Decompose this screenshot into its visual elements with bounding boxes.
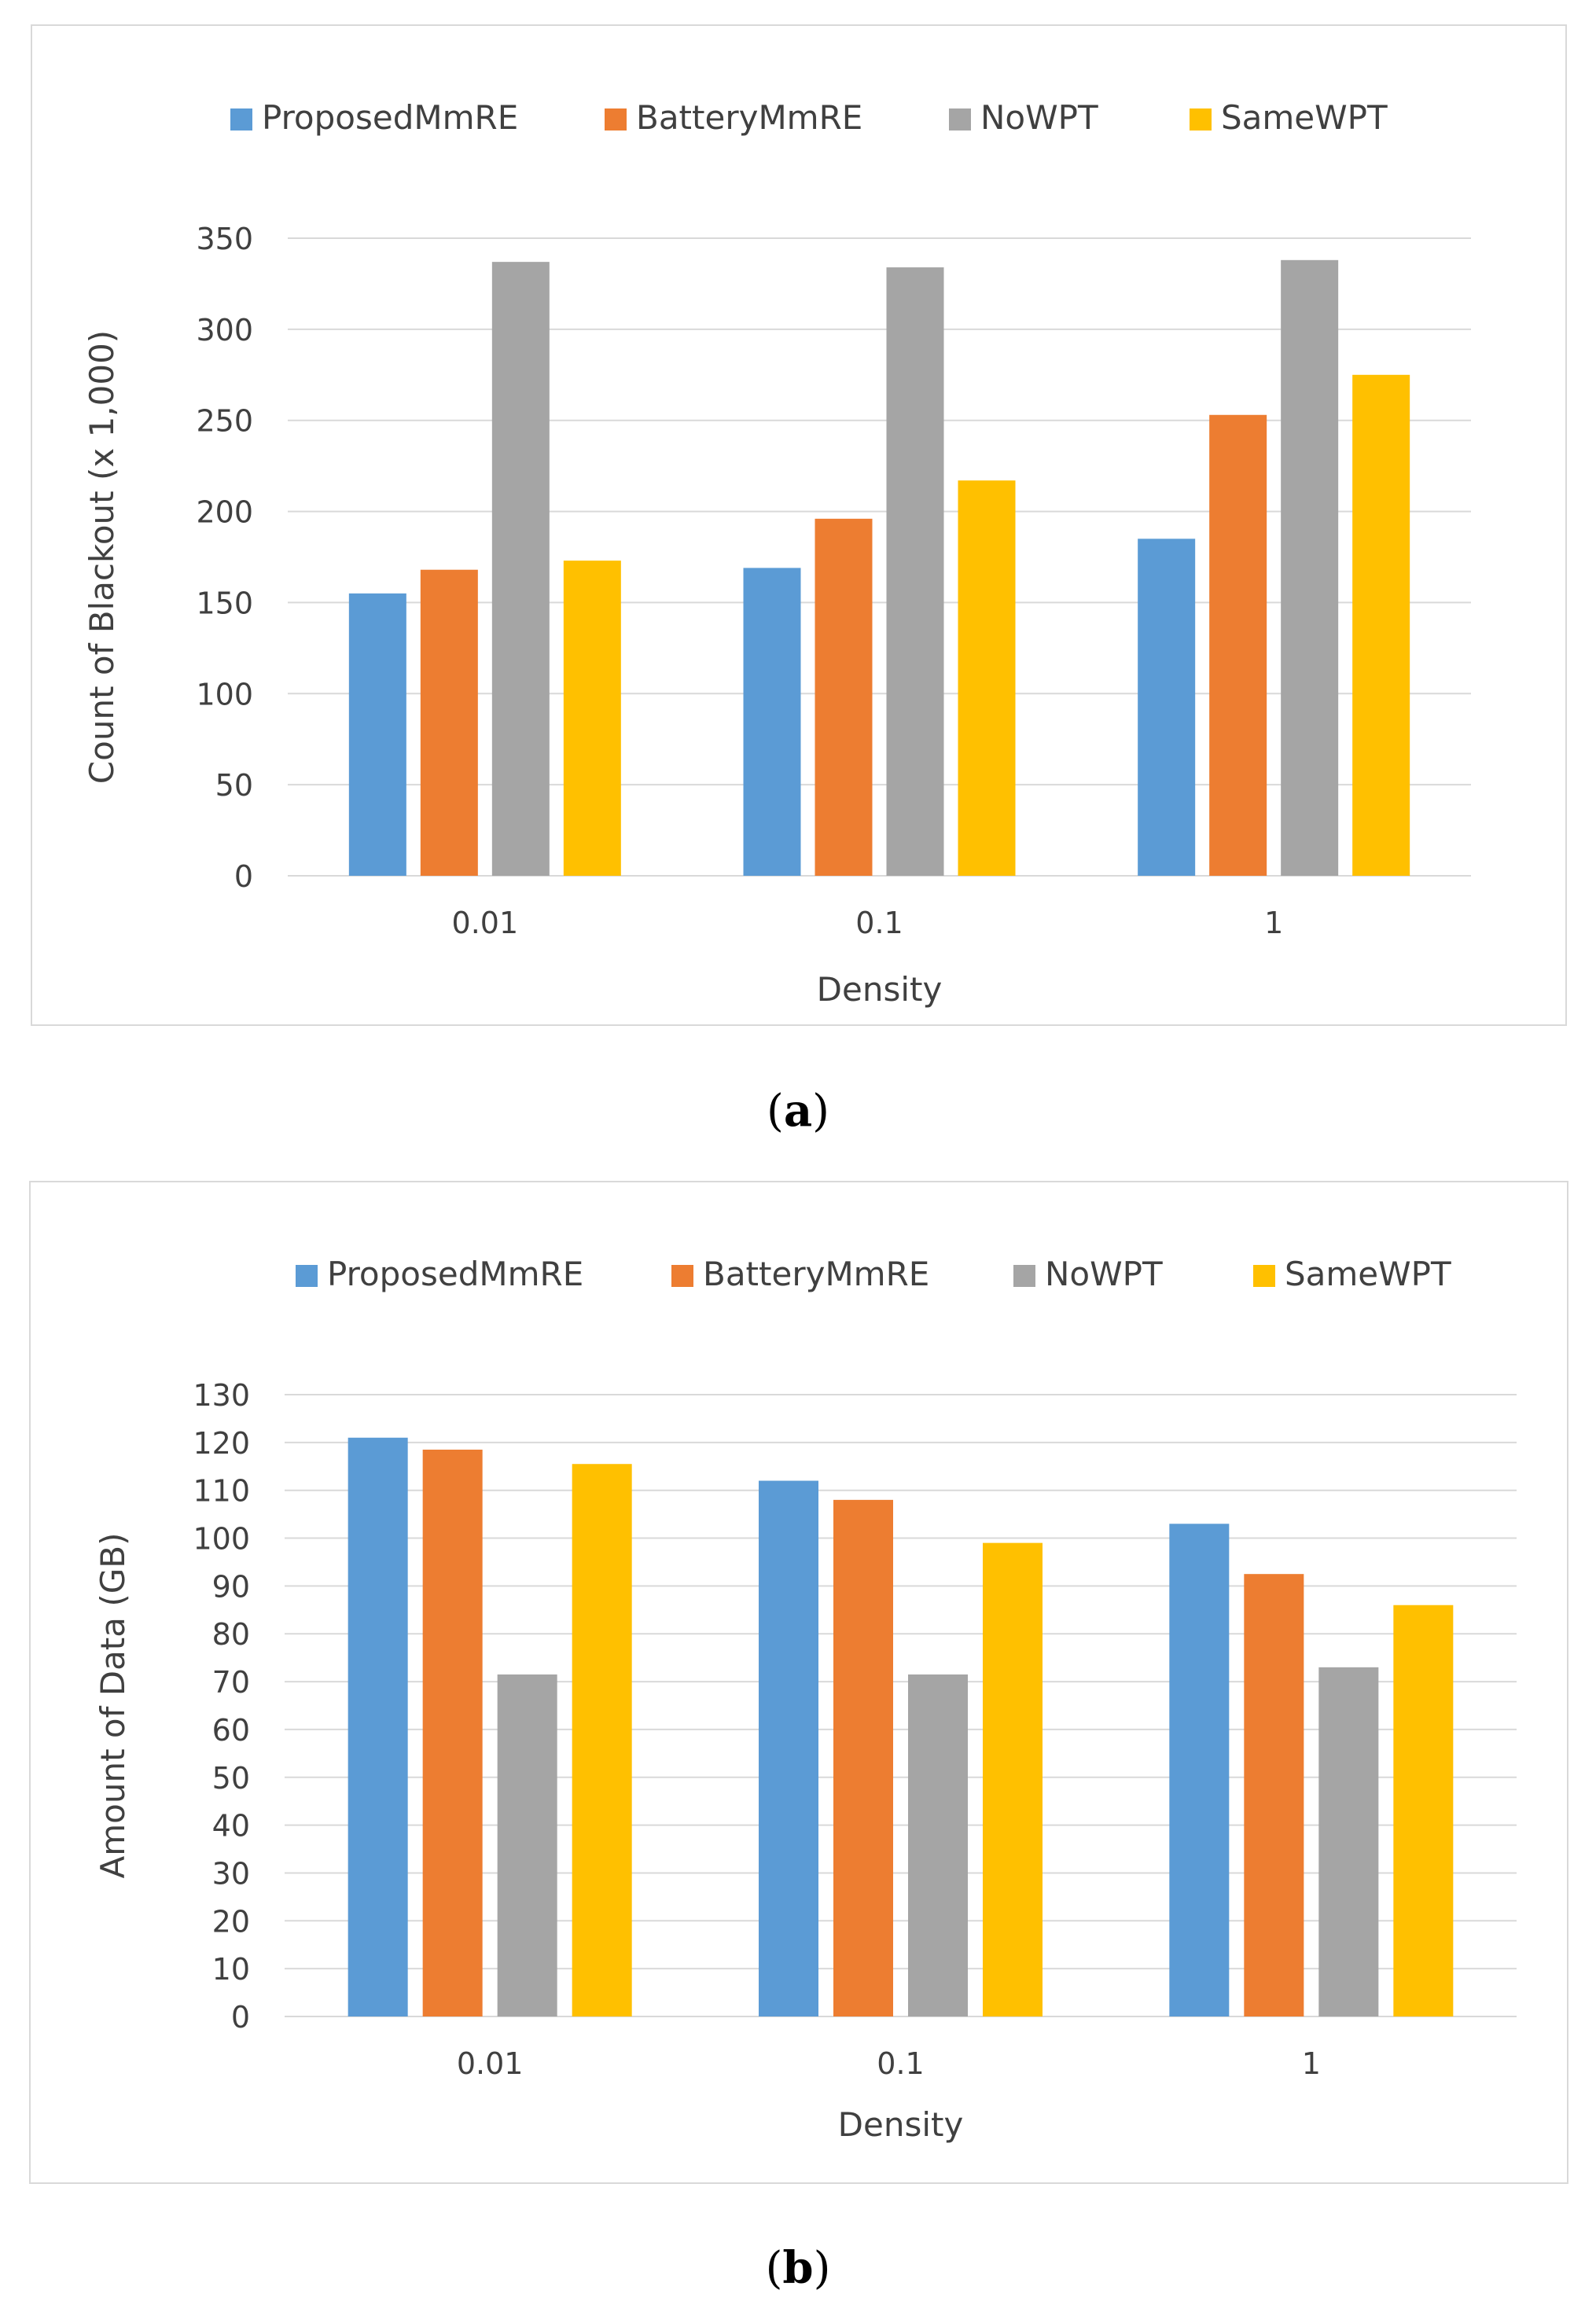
chart-b-ytick-label: 70 [212,1665,250,1700]
chart-b-x-axis-label: Density [838,2105,964,2144]
chart-a-ytick-label: 150 [196,586,253,620]
chart-a-legend-label-nowpt: NoWPT [980,98,1098,137]
chart-b-bar-samewpt-0_1 [983,1542,1043,2016]
chart-b-ytick-label: 0 [231,2000,250,2035]
chart-a-legend-swatch-batterymmre [605,108,627,131]
chart-a-legend-label-samewpt: SameWPT [1221,98,1388,137]
chart-b-xtick-label: 0.1 [877,2046,924,2081]
chart-a-frame: 0 50 100 150 200 250 300 350 0.01 0.1 1 Density Coun… [31,24,1567,1026]
chart-a-bar-proposedmmre-1 [1138,539,1196,876]
chart-b-legend-label-nowpt: NoWPT [1045,1255,1163,1293]
chart-a-y-axis-label: Count of Blackout (x 1,000) [83,330,121,784]
chart-b-ytick-label: 120 [193,1426,250,1461]
chart-b-legend-label-proposedmmre: ProposedMmRE [327,1255,583,1293]
chart-a-ytick-label: 200 [196,495,253,530]
chart-a-ytick-label: 300 [196,313,253,347]
chart-a-x-axis-label: Density [817,970,943,1009]
chart-b-legend-label-samewpt: SameWPT [1285,1255,1451,1293]
chart-a-legend-label-batterymmre: BatteryMmRE [636,98,862,137]
chart-a-ytick-label: 50 [215,768,253,803]
chart-b-ytick-label: 50 [212,1761,250,1796]
chart-b-ytick-label: 20 [212,1904,250,1939]
chart-b-legend-swatch-proposedmmre [296,1265,318,1287]
chart-b: 0 10 20 30 40 50 60 70 80 90 100 110 120 130 0.01 0.1 1 D… [94,1255,1517,2144]
chart-a-ytick-label: 350 [196,222,253,256]
chart-a-bar-nowpt-0_01 [491,262,550,876]
chart-b-bar-nowpt-0_1 [908,1674,968,2016]
chart-b-ytick-label: 80 [212,1617,250,1652]
chart-a-bar-nowpt-1 [1281,259,1339,876]
chart-b-xtick-label: 0.01 [457,2046,524,2081]
chart-a-ytick-label: 0 [234,859,253,894]
chart-b-ytick-label: 130 [193,1378,250,1413]
chart-a-bar-proposedmmre-0_1 [743,568,801,876]
chart-a-xtick-label: 0.01 [452,906,519,940]
chart-b-legend-swatch-nowpt [1013,1265,1035,1287]
chart-b-bar-proposedmmre-1 [1169,1524,1230,2016]
chart-b-bar-nowpt-0_01 [497,1674,557,2016]
chart-b-ytick-label: 30 [212,1856,250,1891]
chart-a-legend-swatch-nowpt [949,108,971,131]
chart-b-bar-samewpt-1 [1393,1605,1454,2016]
chart-b-bar-batterymmre-0_01 [422,1449,483,2016]
chart-b-legend-label-batterymmre: BatteryMmRE [703,1255,929,1293]
chart-a-ytick-label: 250 [196,404,253,439]
chart-a-bar-samewpt-0_01 [563,561,621,876]
chart-b-ytick-label: 100 [193,1522,250,1557]
chart-b-legend-swatch-samewpt [1253,1265,1275,1287]
chart-a: 0 50 100 150 200 250 300 350 0.01 0.1 1 Density Coun… [83,98,1471,1009]
chart-a-bar-batterymmre-0_1 [815,518,873,876]
chart-b-legend-swatch-batterymmre [671,1265,693,1287]
chart-b-y-axis-label: Amount of Data (GB) [94,1533,132,1879]
chart-b-bar-batterymmre-0_1 [833,1499,893,2016]
chart-a-bar-batterymmre-0_01 [420,569,478,876]
chart-b-xtick-label: 1 [1302,2046,1321,2081]
chart-b-ytick-label: 90 [212,1569,250,1604]
caption-b: (b) [765,2242,831,2294]
caption-a: (a) [766,1085,829,1137]
chart-b-bar-nowpt-1 [1318,1667,1379,2016]
chart-b-frame: 0 10 20 30 40 50 60 70 80 90 100 110 120 130 0.01 0.1 1 D… [29,1181,1568,2184]
chart-a-legend-swatch-samewpt [1190,108,1212,131]
chart-a-bar-samewpt-1 [1352,374,1410,876]
chart-b-ytick-label: 10 [212,1952,250,1987]
chart-b-bar-proposedmmre-0_01 [348,1437,408,2016]
chart-a-ytick-label: 100 [196,677,253,711]
chart-b-ytick-label: 40 [212,1809,250,1844]
chart-a-xtick-label: 0.1 [855,906,903,940]
chart-a-bar-proposedmmre-0_01 [348,593,406,876]
chart-b-bar-samewpt-0_01 [572,1464,632,2016]
chart-a-bar-batterymmre-1 [1209,414,1267,876]
chart-a-bar-nowpt-0_1 [886,267,944,876]
caption-b-letter: b [782,2242,814,2294]
chart-b-ytick-label: 110 [193,1474,250,1509]
chart-a-legend-swatch-proposedmmre [230,108,252,131]
chart-b-ytick-label: 60 [212,1713,250,1748]
chart-b-bar-proposedmmre-0_1 [759,1480,818,2016]
caption-a-letter: a [783,1085,813,1137]
chart-a-xtick-label: 1 [1264,906,1283,940]
chart-a-legend-label-proposedmmre: ProposedMmRE [262,98,518,137]
chart-b-bar-batterymmre-1 [1244,1574,1304,2016]
chart-a-bar-samewpt-0_1 [958,480,1016,876]
